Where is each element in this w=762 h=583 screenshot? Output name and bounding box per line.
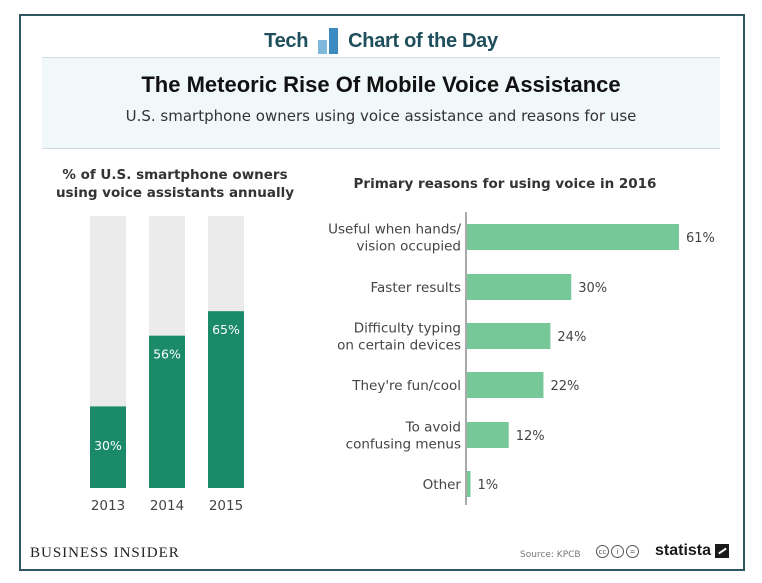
data-label: 1% [477, 478, 498, 493]
bar [149, 335, 185, 488]
statista-wordmark: statista [655, 542, 712, 559]
category-label: Useful when hands/ [328, 222, 461, 238]
divider [42, 148, 720, 149]
bar [467, 274, 572, 300]
category-label: To avoid [405, 420, 461, 436]
bar [467, 323, 551, 349]
statista-icon [715, 544, 730, 558]
bar [208, 311, 244, 488]
x-tick-label: 2014 [150, 498, 184, 514]
page-subtitle: U.S. smartphone owners using voice assis… [125, 107, 637, 125]
attribution-icon: i [611, 545, 624, 558]
x-tick-label: 2015 [209, 498, 243, 514]
cc-icon: cc [596, 545, 609, 558]
data-label: 22% [550, 379, 579, 394]
x-tick-label: 2013 [91, 498, 125, 514]
business-insider-logo: BUSINESS INSIDER [30, 545, 180, 561]
data-label: 30% [94, 438, 122, 453]
left-chart-title-line: % of U.S. smartphone owners [62, 167, 288, 183]
bar [90, 406, 126, 488]
category-label: Faster results [371, 280, 462, 296]
category-label: They're fun/cool [351, 378, 461, 394]
brand-chart-of-the-day: Chart of the Day [348, 29, 498, 52]
data-label: 30% [578, 281, 607, 296]
bar [467, 422, 509, 448]
noderivs-icon: = [626, 545, 639, 558]
statista-logo: statista [655, 542, 730, 560]
category-label: Other [423, 477, 462, 493]
category-label: confusing menus [346, 437, 461, 453]
source-note: Source: KPCB [520, 550, 581, 560]
data-label: 65% [212, 322, 240, 337]
license-icons: cc i = [596, 545, 639, 558]
data-label: 61% [686, 231, 715, 246]
category-label: on certain devices [337, 338, 461, 354]
category-label: vision occupied [357, 239, 462, 255]
chart-frame [19, 14, 745, 571]
chart-logo-icon [318, 28, 339, 54]
data-label: 12% [516, 429, 545, 444]
brand-header: Tech Chart of the Day [0, 26, 762, 56]
bar [467, 372, 544, 398]
left-chart-title-line: using voice assistants annually [55, 185, 295, 201]
data-label: 56% [153, 347, 181, 362]
data-label: 24% [557, 330, 586, 345]
right-chart-title: Primary reasons for using voice in 2016 [353, 176, 657, 192]
divider [42, 57, 720, 58]
title-band [42, 58, 720, 148]
brand-tech: Tech [264, 29, 309, 52]
page-title: The Meteoric Rise Of Mobile Voice Assist… [141, 72, 621, 97]
left-chart-title: % of U.S. smartphone owners using voice … [40, 166, 310, 202]
bar [467, 224, 679, 250]
bar [467, 471, 471, 497]
category-label: Difficulty typing [354, 321, 461, 337]
